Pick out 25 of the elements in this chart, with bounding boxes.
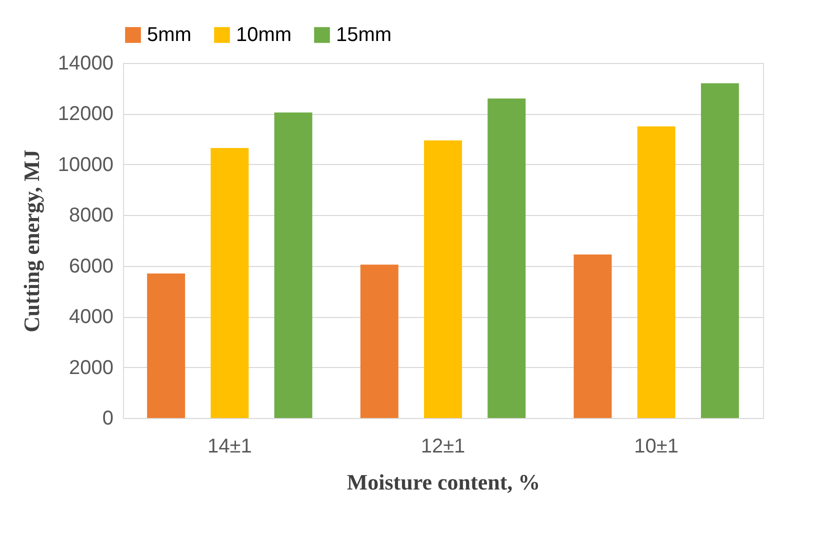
legend-label: 5mm [147,24,192,46]
bar [700,83,739,418]
y-tick-label: 12000 [58,103,114,126]
x-axis-title: Moisture content, % [346,470,540,494]
x-tick-label: 14±1 [207,436,252,458]
y-tick-label: 14000 [58,52,114,74]
y-tick-label: 6000 [69,255,114,278]
bar [360,264,398,418]
bar [424,140,462,418]
y-tick-label: 4000 [69,306,114,328]
y-tick-label: 10000 [58,154,114,176]
bar [574,254,612,418]
bar [488,98,526,418]
bar [147,273,186,418]
y-tick-label: 8000 [69,204,114,227]
bar [637,126,676,418]
legend-label: 10mm [236,24,292,46]
y-tick-label: 2000 [69,356,114,379]
bar [274,112,312,418]
x-tick-label: 10±1 [634,436,679,458]
y-axis-title: Cutting energy, MJ [18,150,44,332]
y-tick-label: 0 [102,408,114,430]
bar [210,148,249,418]
x-tick-label: 12±1 [420,436,466,458]
legend-label: 15mm [336,24,392,46]
